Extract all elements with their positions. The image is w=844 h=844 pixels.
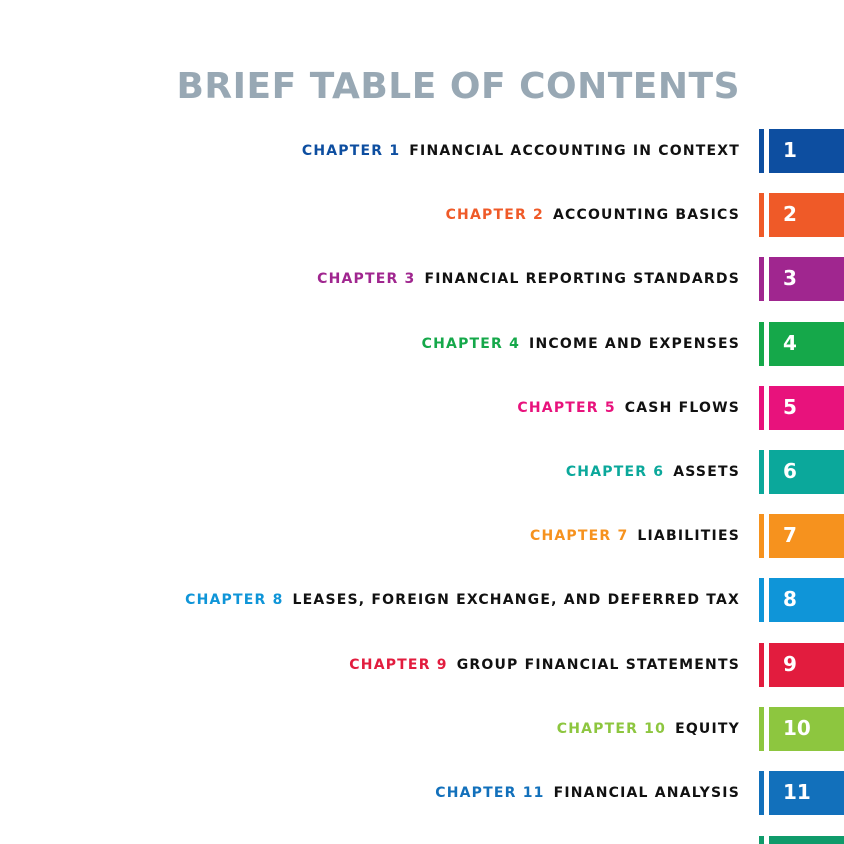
chapter-label: CHAPTER 9	[349, 656, 448, 673]
chapter-number: 3	[783, 266, 797, 291]
chapter-row: CHAPTER 7 LIABILITIES 7	[0, 514, 844, 559]
partial-tab-block	[769, 836, 844, 844]
chapter-title: INCOME AND EXPENSES	[529, 335, 740, 352]
tab-bar	[759, 385, 764, 430]
chapter-number: 2	[783, 202, 797, 227]
tab-bar	[759, 642, 764, 687]
chapter-number: 1	[783, 138, 797, 162]
chapter-number: 11	[783, 780, 811, 804]
chapter-label: CHAPTER 4	[421, 335, 521, 352]
chapter-entry: CHAPTER 6 ASSETS	[566, 450, 740, 494]
chapter-label: CHAPTER 11	[435, 785, 545, 801]
chapter-label: CHAPTER 7	[530, 528, 629, 545]
tab-block: 9	[769, 642, 844, 687]
chapter-row: CHAPTER 8 LEASES, FOREIGN EXCHANGE, AND D…	[0, 578, 844, 623]
chapter-number: 5	[783, 394, 797, 419]
chapter-entry: CHAPTER 4 INCOME AND EXPENSES	[422, 322, 740, 366]
chapter-entry: CHAPTER 10 EQUITY	[557, 707, 740, 751]
chapter-entry: CHAPTER 9 GROUP FINANCIAL STATEMENTS	[349, 643, 740, 687]
tab-bar	[759, 706, 764, 751]
chapter-title: LEASES, FOREIGN EXCHANGE, AND DEFERRED T…	[292, 592, 740, 609]
chapter-row: CHAPTER 5 CASH FLOWS 5	[0, 385, 844, 430]
tab-block: 4	[769, 321, 844, 366]
chapter-label: CHAPTER 6	[565, 464, 665, 480]
chapter-label: CHAPTER 5	[517, 399, 616, 416]
tab-block: 8	[769, 578, 844, 623]
chapter-title: FINANCIAL ACCOUNTING IN CONTEXT	[409, 143, 740, 159]
chapter-row: CHAPTER 10 EQUITY 10	[0, 706, 844, 751]
tab-block: 7	[769, 514, 844, 559]
tab-bar	[759, 514, 764, 559]
chapter-number: 10	[783, 715, 811, 740]
chapter-label: CHAPTER 10	[556, 720, 667, 737]
tab-bar	[759, 450, 764, 494]
tab-block: 10	[769, 706, 844, 751]
chapter-entry: CHAPTER 7 LIABILITIES	[530, 514, 740, 558]
chapter-entry: CHAPTER 11 FINANCIAL ANALYSIS	[435, 771, 740, 815]
page-title: BRIEF TABLE OF CONTENTS	[176, 66, 740, 107]
chapter-entry: CHAPTER 1 FINANCIAL ACCOUNTING IN CONTEXT	[302, 129, 740, 173]
chapter-number: 7	[783, 523, 797, 548]
chapter-row: CHAPTER 6 ASSETS 6	[0, 450, 844, 494]
chapter-number: 6	[783, 459, 797, 483]
chapter-entry: CHAPTER 5 CASH FLOWS	[517, 386, 740, 430]
chapter-title: GROUP FINANCIAL STATEMENTS	[456, 656, 740, 673]
tab-block: 5	[769, 385, 844, 430]
chapter-label: CHAPTER 8	[185, 592, 284, 609]
chapter-row: CHAPTER 4 INCOME AND EXPENSES 4	[0, 321, 844, 366]
tab-bar	[759, 321, 764, 366]
chapter-row: CHAPTER 3 FINANCIAL REPORTING STANDARDS 3	[0, 257, 844, 302]
chapter-label: CHAPTER 1	[301, 143, 401, 159]
tab-bar	[759, 771, 764, 815]
chapter-row: CHAPTER 2 ACCOUNTING BASICS 2	[0, 193, 844, 238]
chapter-row: CHAPTER 1 FINANCIAL ACCOUNTING IN CONTEXT…	[0, 129, 844, 173]
tab-bar	[759, 578, 764, 623]
chapter-title: LIABILITIES	[637, 528, 740, 545]
chapter-row: CHAPTER 11 FINANCIAL ANALYSIS 11	[0, 771, 844, 815]
tab-bar	[759, 129, 764, 173]
tab-bar	[759, 193, 764, 238]
chapter-number: 8	[783, 587, 797, 612]
chapter-title: FINANCIAL REPORTING STANDARDS	[424, 271, 740, 288]
chapter-label: CHAPTER 2	[445, 207, 544, 224]
partial-tab-bar	[759, 836, 764, 844]
chapter-entry: CHAPTER 2 ACCOUNTING BASICS	[446, 193, 740, 237]
chapter-row: CHAPTER 9 GROUP FINANCIAL STATEMENTS 9	[0, 642, 844, 687]
chapter-title: EQUITY	[675, 720, 740, 737]
chapter-title: CASH FLOWS	[624, 399, 740, 416]
chapter-entry: CHAPTER 8 LEASES, FOREIGN EXCHANGE, AND D…	[185, 578, 740, 622]
chapter-title: ACCOUNTING BASICS	[552, 207, 740, 224]
tab-block: 1	[769, 129, 844, 173]
chapter-entry: CHAPTER 3 FINANCIAL REPORTING STANDARDS	[317, 257, 740, 301]
chapter-number: 4	[783, 330, 797, 355]
tab-block: 11	[769, 771, 844, 815]
chapter-title: ASSETS	[673, 464, 740, 480]
tab-block: 3	[769, 257, 844, 302]
chapter-title: FINANCIAL ANALYSIS	[553, 785, 740, 801]
tab-bar	[759, 257, 764, 302]
chapter-number: 9	[783, 651, 797, 676]
tab-block: 2	[769, 193, 844, 238]
tab-block: 6	[769, 450, 844, 494]
chapter-label: CHAPTER 3	[317, 271, 416, 288]
